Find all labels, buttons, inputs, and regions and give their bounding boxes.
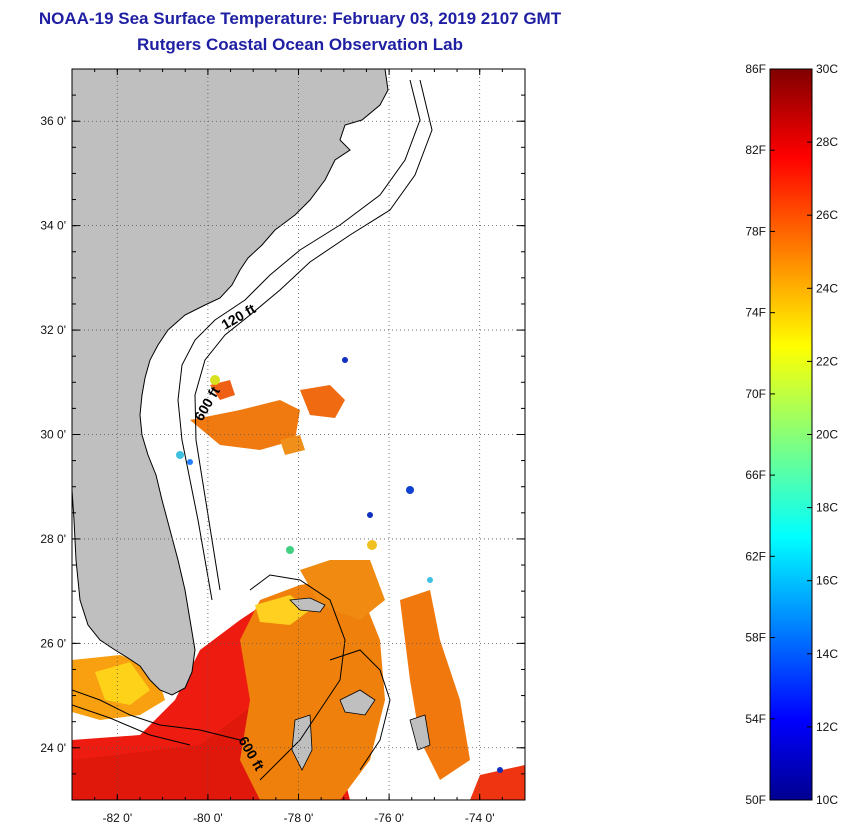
map-ticks bbox=[71, 68, 526, 801]
lon-tick-label: -80 0' bbox=[193, 811, 223, 825]
colorbar-fahrenheit-label: 62F bbox=[745, 549, 766, 563]
colorbar-fahrenheit-label: 58F bbox=[745, 631, 766, 645]
colorbar-celsius-label: 10C bbox=[816, 793, 838, 807]
lon-tick-label: -74 0' bbox=[465, 811, 495, 825]
colorbar-celsius-label: 28C bbox=[816, 135, 838, 149]
colorbar-ticks bbox=[770, 68, 812, 801]
colorbar-labels: 30C 28C 26C 24C 22C 20C 18C 16C 14C 12C 10C 86F 82F 7… bbox=[745, 62, 838, 807]
lat-tick-label: 36 0' bbox=[40, 114, 66, 128]
lat-tick-label: 28 0' bbox=[40, 532, 66, 546]
lon-tick-label: -78 0' bbox=[284, 811, 314, 825]
colorbar-fahrenheit-label: 66F bbox=[745, 468, 766, 482]
colorbar-fahrenheit-label: 50F bbox=[745, 793, 766, 807]
colorbar-celsius-label: 16C bbox=[816, 574, 838, 588]
colorbar-celsius-label: 24C bbox=[816, 281, 838, 295]
sst-warm-water-layer bbox=[72, 204, 525, 800]
colorbar-celsius-label: 14C bbox=[816, 647, 838, 661]
depth-contours bbox=[72, 79, 433, 781]
colorbar-celsius-label: 30C bbox=[816, 62, 838, 76]
colorbar-celsius-label: 26C bbox=[816, 208, 838, 222]
colorbar-fahrenheit-label: 70F bbox=[745, 387, 766, 401]
colorbar-celsius-label: 18C bbox=[816, 501, 838, 515]
colorbar-fahrenheit-label: 54F bbox=[745, 712, 766, 726]
map-title: NOAA-19 Sea Surface Temperature: Februar… bbox=[38, 9, 562, 28]
lon-tick-label: -82 0' bbox=[102, 811, 132, 825]
colorbar-fahrenheit-label: 74F bbox=[745, 306, 766, 320]
lon-tick-label: -76 0' bbox=[374, 811, 404, 825]
colorbar-celsius-label: 12C bbox=[816, 720, 838, 734]
lat-tick-label: 34 0' bbox=[40, 219, 66, 233]
colorbar-celsius-label: 22C bbox=[816, 354, 838, 368]
lat-tick-label: 32 0' bbox=[40, 323, 66, 337]
colorbar-gradient bbox=[769, 68, 813, 801]
land-mass bbox=[72, 69, 389, 696]
colorbar-celsius-label: 20C bbox=[816, 428, 838, 442]
map-subtitle: Rutgers Coastal Ocean Observation Lab bbox=[137, 35, 463, 54]
colorbar-fahrenheit-label: 78F bbox=[745, 224, 766, 238]
lat-tick-label: 24 0' bbox=[40, 741, 66, 755]
colorbar-fahrenheit-label: 86F bbox=[745, 62, 766, 76]
lat-tick-label: 26 0' bbox=[40, 636, 66, 650]
lat-tick-label: 30 0' bbox=[40, 428, 66, 442]
sst-map: 120 ft 600 ft 600 ft -82 0' -80 0' -78 0' -… bbox=[40, 68, 526, 825]
colorbar-fahrenheit-label: 82F bbox=[745, 143, 766, 157]
map-tick-labels: -82 0' -80 0' -78 0' -76 0' -74 0' 24 0' 26 0'… bbox=[40, 114, 494, 825]
